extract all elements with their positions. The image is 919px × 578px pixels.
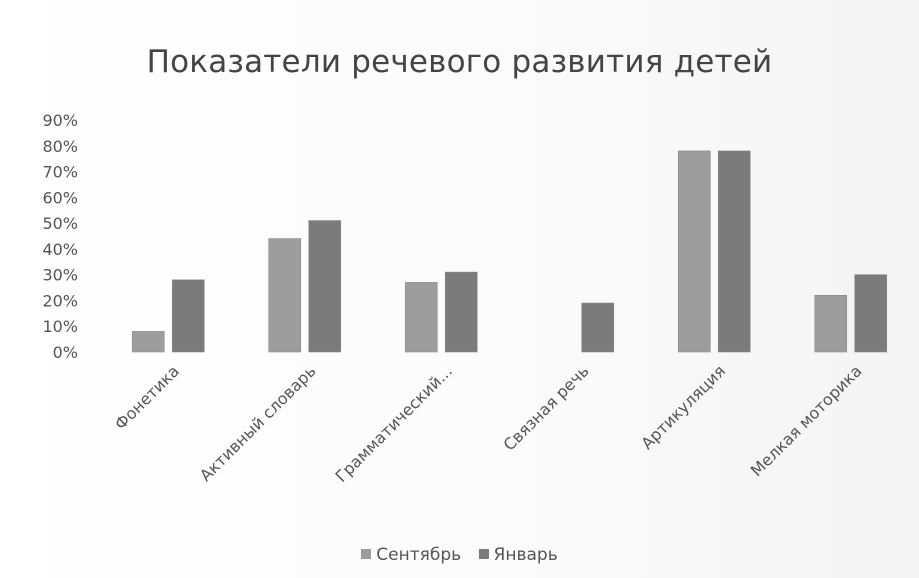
y-tick-label: 90% xyxy=(42,111,78,130)
x-tick-label: Мелкая моторика xyxy=(747,361,866,480)
x-tick-label: Активный словарь xyxy=(196,361,320,485)
x-tick-label: Фонетика xyxy=(111,361,183,433)
legend-item-series-1: Сентябрь xyxy=(361,545,461,565)
x-tick-label: Связная речь xyxy=(500,361,593,454)
y-tick-label: 70% xyxy=(42,163,78,182)
bar-series-2 xyxy=(171,279,205,353)
bar-series-1 xyxy=(404,282,438,353)
bar-series-1 xyxy=(677,150,711,353)
legend-swatch-series-1 xyxy=(361,549,372,559)
bar-series-2 xyxy=(444,271,478,353)
x-tick-label: Грамматический... xyxy=(331,361,456,486)
bar-series-2 xyxy=(854,274,888,353)
legend: Сентябрь Январь xyxy=(0,545,919,565)
y-tick-label: 60% xyxy=(42,188,78,207)
bar-series-2 xyxy=(581,302,615,353)
bar-series-2 xyxy=(717,150,751,353)
y-tick-label: 50% xyxy=(42,214,78,233)
x-tick-label: Артикуляция xyxy=(637,361,729,453)
y-tick-label: 80% xyxy=(42,137,78,156)
bar-series-1 xyxy=(268,238,302,353)
y-tick-label: 30% xyxy=(42,266,78,285)
chart-title: Показатели речевого развития детей xyxy=(146,44,773,80)
y-tick-label: 10% xyxy=(42,317,78,336)
y-tick-label: 40% xyxy=(42,240,78,259)
bar-series-1 xyxy=(814,294,848,353)
y-tick-label: 20% xyxy=(42,291,78,310)
legend-item-series-2: Январь xyxy=(478,545,558,565)
legend-label-series-2: Январь xyxy=(493,545,558,565)
legend-label-series-1: Сентябрь xyxy=(376,545,462,565)
legend-swatch-series-2 xyxy=(478,549,489,559)
bar-series-2 xyxy=(308,220,342,353)
y-tick-label: 0% xyxy=(53,343,78,362)
bar-series-1 xyxy=(131,331,165,353)
